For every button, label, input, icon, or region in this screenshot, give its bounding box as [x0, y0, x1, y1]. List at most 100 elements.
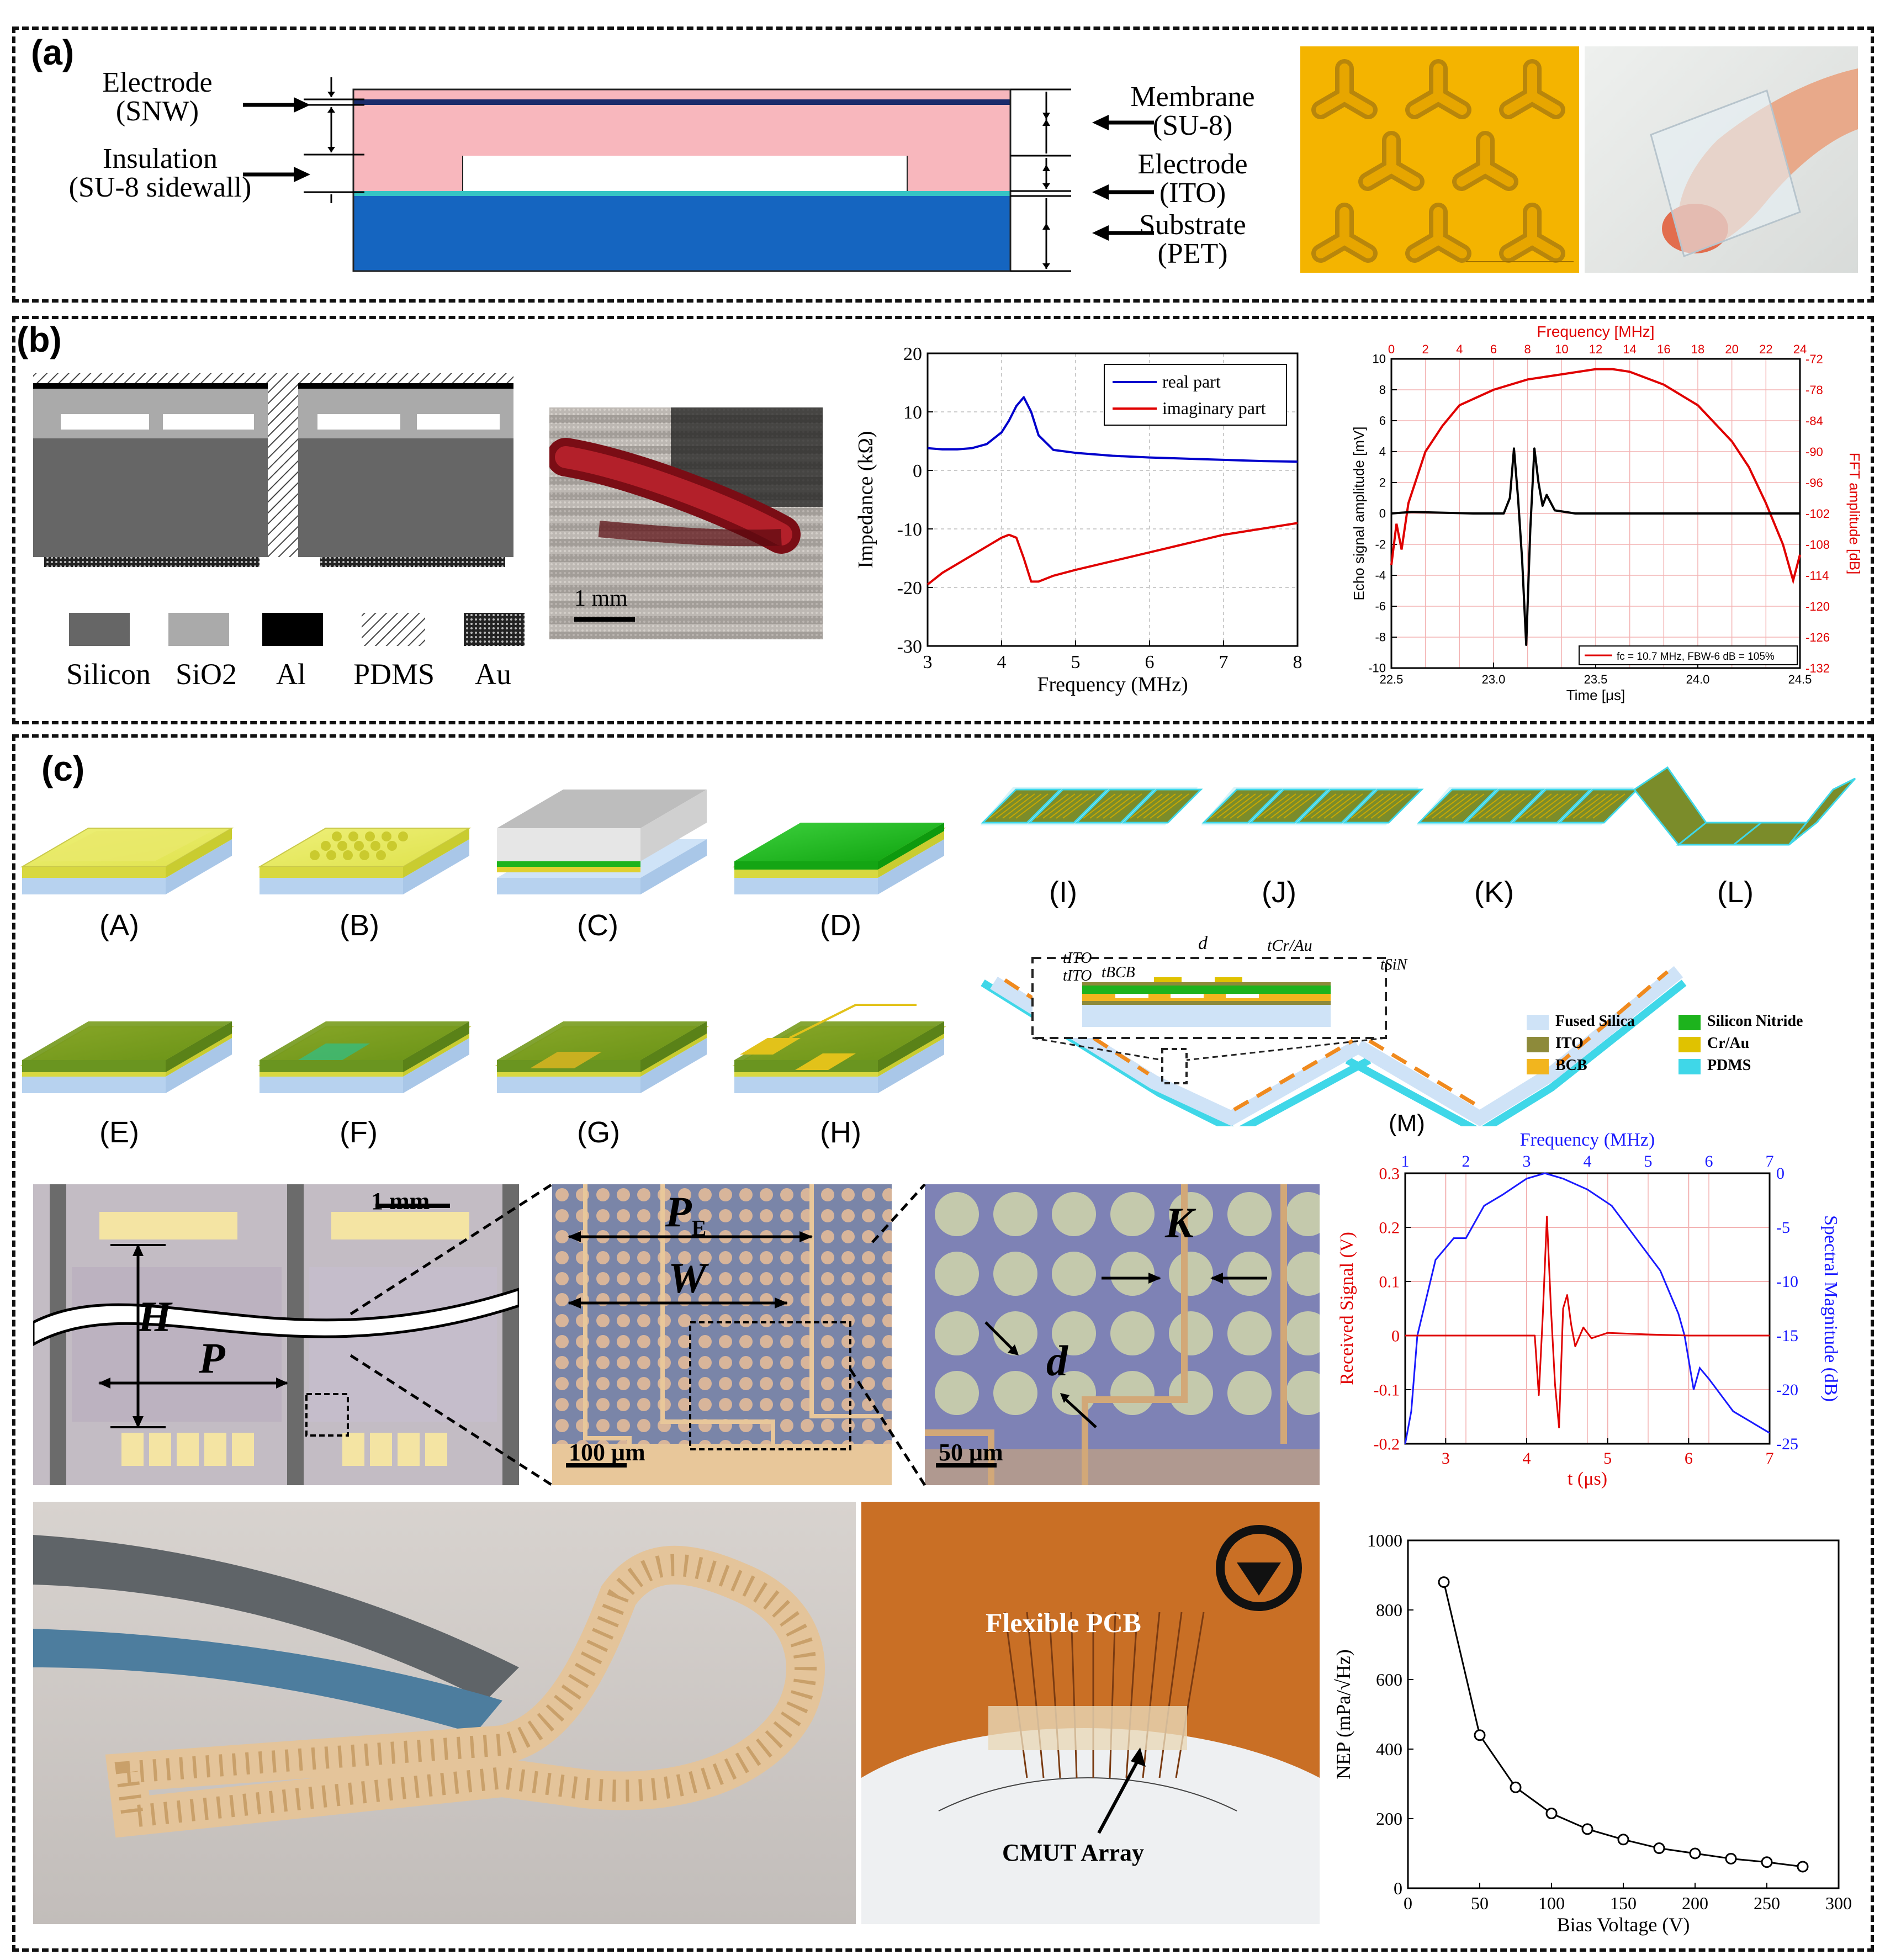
plot-frame — [926, 352, 1299, 647]
x-tick-label: 4 — [1523, 1449, 1531, 1468]
xs-tito2: tITO — [1063, 967, 1092, 984]
right-tick-label: -96 — [1805, 476, 1823, 490]
y-tick-label: -10 — [1368, 661, 1386, 675]
top-tick-label: 20 — [1725, 342, 1738, 356]
mat-silicon-nitride: Silicon Nitride — [1707, 1013, 1803, 1030]
label-substrate: Substrate (PET) — [1139, 209, 1246, 269]
echo-line — [1391, 447, 1800, 646]
fabrication-steps — [22, 790, 945, 1093]
signal-line — [1405, 1215, 1770, 1429]
su8-sidewall-left — [353, 156, 463, 191]
pcb-label-flex: Flexible PCB — [986, 1607, 1141, 1638]
micrograph-2-W: W — [668, 1254, 707, 1302]
y-tick-label: 800 — [1376, 1600, 1402, 1620]
top-tick-label: 4 — [1584, 1152, 1592, 1170]
y-tick-label: 8 — [1379, 383, 1386, 397]
spectrum-line — [1404, 1172, 1770, 1444]
legend-silicon: Silicon — [66, 658, 151, 691]
top-tick-label: 14 — [1623, 342, 1636, 356]
nep-point — [1545, 1808, 1558, 1820]
right-tick-label: -25 — [1776, 1435, 1798, 1453]
plot-frame — [1404, 1172, 1771, 1445]
x-tick-label: 6 — [1145, 652, 1155, 672]
xs-tbcb: tBCB — [1102, 964, 1135, 981]
xs-tito1: tITO — [1063, 950, 1092, 967]
panel-b-cross-section — [33, 373, 525, 646]
top-tick-label: 10 — [1555, 342, 1568, 356]
panel-c — [12, 734, 1874, 1952]
x-tick-label: 7 — [1219, 652, 1229, 672]
y-axis-label: NEP (mPa/√Hz) — [1332, 1649, 1354, 1779]
panel-c-label: (c) — [41, 749, 85, 788]
right-tick-label: -84 — [1805, 414, 1823, 428]
legend-label: fc = 10.7 MHz, FBW-6 dB = 105% — [1617, 651, 1775, 663]
top-tick-label: 16 — [1657, 342, 1670, 356]
right-tick-label: -126 — [1805, 631, 1830, 644]
series-line-0 — [927, 396, 1298, 463]
su8-membrane — [353, 89, 1010, 99]
x-tick-label: 300 — [1825, 1893, 1852, 1913]
x-tick-label: 24.0 — [1686, 672, 1710, 686]
top-tick-label: 1 — [1401, 1152, 1410, 1170]
micrograph-3 — [925, 1184, 1320, 1485]
right-tick-label: -90 — [1805, 445, 1823, 459]
y-tick-label: -4 — [1375, 569, 1386, 582]
fft-line — [1390, 368, 1801, 585]
nep-point — [1581, 1823, 1593, 1835]
cavity — [463, 156, 907, 191]
x-tick-label: 6 — [1685, 1449, 1693, 1468]
y-tick-label: -2 — [1375, 538, 1386, 552]
y-tick-label: 0.2 — [1379, 1219, 1400, 1237]
step-D: (D) — [820, 909, 861, 942]
top-tick-label: 2 — [1422, 342, 1429, 356]
x-tick-label: 0 — [1404, 1893, 1412, 1913]
flexible-pcb-photo — [861, 1502, 1320, 1924]
micrograph-2-scale: 100 μm — [569, 1439, 645, 1466]
mat-pdms: PDMS — [1707, 1057, 1751, 1074]
pet-substrate — [353, 196, 1010, 271]
top-tick-label: 22 — [1759, 342, 1772, 356]
right-tick-label: -132 — [1805, 661, 1830, 675]
mat-bcb: BCB — [1555, 1057, 1587, 1074]
right-tick-label: -72 — [1805, 352, 1823, 366]
ito-electrode — [353, 191, 1010, 196]
step-J: (J) — [1262, 876, 1296, 909]
right-tick-label: -120 — [1805, 600, 1830, 613]
x-tick-label: 22.5 — [1380, 672, 1404, 686]
legend-al-swatch — [262, 613, 323, 646]
y-axis-label: Impedance (kΩ) — [854, 431, 877, 569]
array-steps — [972, 766, 1856, 1126]
echo-fft-chart: 22.5 23.0 23.5 24.0 24.51086420-2-4-6-8-10Ti… — [1351, 326, 1861, 703]
micrograph-3-scale: 50 μm — [939, 1439, 1003, 1466]
y-tick-label: 0.3 — [1379, 1165, 1400, 1183]
x-tick-label: 250 — [1754, 1893, 1780, 1913]
mat-ito: ITO — [1555, 1035, 1584, 1052]
x-axis-label: t (μs) — [1568, 1469, 1607, 1489]
top-tick-label: 18 — [1691, 342, 1704, 356]
micrograph-1-H: H — [138, 1292, 172, 1341]
su8-membrane-body — [353, 105, 1010, 156]
su8-sidewall-right — [907, 156, 1010, 191]
right-tick-label: -5 — [1776, 1219, 1790, 1237]
xs-tsin: tSiN — [1380, 956, 1407, 973]
x-tick-label: 3 — [1442, 1449, 1450, 1468]
panel-b-scalebar: 1 mm — [574, 586, 628, 611]
legend-silicon-swatch — [69, 613, 130, 646]
right-tick-label: -78 — [1805, 383, 1823, 397]
series-line-1 — [926, 522, 1298, 586]
right-tick-label: 0 — [1776, 1164, 1785, 1183]
top-tick-label: 6 — [1705, 1152, 1713, 1170]
top-axis-label: Frequency (MHz) — [1520, 1130, 1655, 1150]
y-axis-label: Echo signal amplitude [mV] — [1351, 426, 1367, 600]
nep-point — [1689, 1847, 1701, 1860]
nep-point — [1510, 1781, 1522, 1793]
right-axis-label: Spectral Magnitude (dB) — [1820, 1215, 1841, 1402]
panel-b-label: (b) — [17, 320, 62, 359]
mat-cr-au: Cr/Au — [1707, 1035, 1750, 1052]
panel-a-micrograph — [1300, 46, 1579, 273]
panel-a-cross-section — [243, 77, 1154, 272]
y-tick-label: -8 — [1375, 631, 1386, 644]
label-membrane: Membrane (SU-8) — [1130, 81, 1255, 141]
panel-b — [12, 316, 1874, 724]
x-tick-label: 50 — [1471, 1893, 1489, 1913]
